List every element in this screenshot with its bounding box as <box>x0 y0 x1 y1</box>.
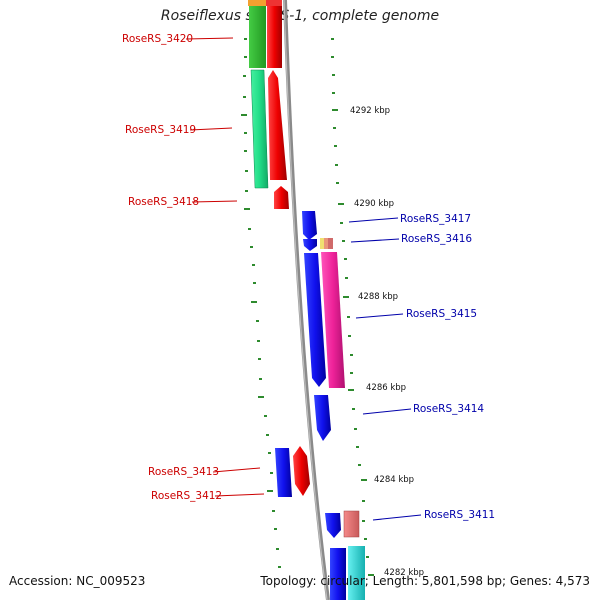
gene-feature-3419-mint[interactable] <box>250 69 269 189</box>
kbp-marker-4288: 4288 kbp <box>358 292 398 302</box>
kbp-marker-4284: 4284 kbp <box>374 475 414 485</box>
gene-label-3418[interactable]: RoseRS_3418 <box>128 196 199 208</box>
forward-leader-lines <box>348 217 422 521</box>
gene-feature-3411-blue[interactable] <box>325 513 341 538</box>
kbp-marker-4286: 4286 kbp <box>366 383 406 393</box>
gene-feature-3420-red[interactable] <box>267 6 282 68</box>
gene-label-3414[interactable]: RoseRS_3414 <box>413 403 484 415</box>
gene-feature-3415-blue[interactable] <box>304 253 326 387</box>
gene-feature-3412[interactable] <box>293 446 310 496</box>
kbp-marker-4290: 4290 kbp <box>354 199 394 209</box>
gene-feature-3417[interactable] <box>302 211 317 240</box>
reverse-strand-ticks <box>241 38 281 568</box>
gene-label-3411[interactable]: RoseRS_3411 <box>424 509 495 521</box>
gene-feature-3419-red[interactable] <box>268 70 287 180</box>
gene-label-3419[interactable]: RoseRS_3419 <box>125 124 196 136</box>
gene-feature-3413[interactable] <box>275 448 292 497</box>
gene-feature-3418[interactable] <box>274 186 289 209</box>
gene-feature-3414[interactable] <box>314 395 331 441</box>
genome-backbone <box>283 0 330 600</box>
gene-feature-bottom-cyan[interactable] <box>348 546 365 600</box>
gene-label-3417[interactable]: RoseRS_3417 <box>400 213 471 225</box>
accession-info: Accession: NC_009523 <box>9 574 146 588</box>
gene-feature-3416[interactable] <box>320 238 333 249</box>
gene-feature-3420-green[interactable] <box>249 6 266 68</box>
gene-label-3420[interactable]: RoseRS_3420 <box>122 33 193 45</box>
reverse-leader-lines <box>185 37 265 497</box>
gene-feature-bottom-blue[interactable] <box>330 548 346 600</box>
gene-feature-3415-pink[interactable] <box>321 252 345 388</box>
gene-label-3415[interactable]: RoseRS_3415 <box>406 308 477 320</box>
kbp-marker-4282: 4282 kbp <box>384 568 424 578</box>
gene-feature-3417-tail[interactable] <box>303 239 317 251</box>
map-title: Roseiflexus sp. RS-1, complete genome <box>160 8 440 24</box>
gene-feature-3411-salmon[interactable] <box>343 510 360 538</box>
gene-label-3412[interactable]: RoseRS_3412 <box>151 490 222 502</box>
kbp-marker-4292: 4292 kbp <box>350 106 390 116</box>
gene-feature-top-stack <box>248 0 282 6</box>
forward-strand-ticks <box>331 38 374 576</box>
genome-summary: Topology: circular; Length: 5,801,598 bp… <box>260 574 590 588</box>
gene-label-3416[interactable]: RoseRS_3416 <box>401 233 472 245</box>
gene-label-3413[interactable]: RoseRS_3413 <box>148 466 219 478</box>
